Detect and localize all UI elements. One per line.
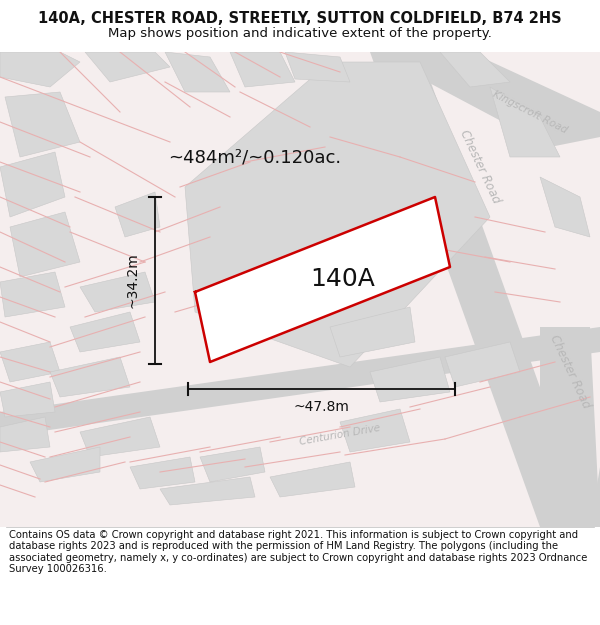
Polygon shape [230,52,295,87]
Text: Contains OS data © Crown copyright and database right 2021. This information is : Contains OS data © Crown copyright and d… [9,529,587,574]
Polygon shape [50,357,130,397]
Polygon shape [440,52,510,87]
Polygon shape [540,327,600,527]
Text: 140A, CHESTER ROAD, STREETLY, SUTTON COLDFIELD, B74 2HS: 140A, CHESTER ROAD, STREETLY, SUTTON COL… [38,11,562,26]
Text: Centurion Drive: Centurion Drive [299,423,381,447]
Polygon shape [445,342,520,387]
Polygon shape [0,327,600,437]
Polygon shape [70,312,140,352]
Polygon shape [390,52,600,147]
Text: 140A: 140A [310,268,375,291]
Polygon shape [270,462,355,497]
Polygon shape [0,272,65,317]
Polygon shape [0,52,80,87]
Polygon shape [330,307,415,357]
Polygon shape [85,52,170,82]
Polygon shape [0,382,55,417]
Polygon shape [540,177,590,237]
Polygon shape [370,52,590,527]
Polygon shape [10,212,80,277]
Polygon shape [490,87,560,157]
Text: ~34.2m: ~34.2m [126,253,140,308]
Text: Kingscroft Road: Kingscroft Road [491,89,569,135]
Polygon shape [165,52,230,92]
Polygon shape [340,409,410,452]
Text: ~484m²/~0.120ac.: ~484m²/~0.120ac. [169,148,341,166]
Polygon shape [130,457,195,489]
Polygon shape [5,92,80,157]
Text: Chester Road: Chester Road [547,333,593,411]
Polygon shape [80,417,160,457]
Text: ~47.8m: ~47.8m [293,400,349,414]
Polygon shape [200,447,265,482]
Polygon shape [185,62,490,367]
Polygon shape [115,192,160,237]
Polygon shape [540,467,600,527]
Polygon shape [80,272,155,312]
Text: Map shows position and indicative extent of the property.: Map shows position and indicative extent… [108,27,492,40]
Polygon shape [370,357,450,402]
Polygon shape [0,417,50,452]
Polygon shape [285,52,350,82]
Polygon shape [195,197,450,362]
Polygon shape [160,477,255,505]
Polygon shape [30,447,100,482]
Polygon shape [0,342,60,382]
Text: Chester Road: Chester Road [457,128,503,206]
Polygon shape [0,152,65,217]
